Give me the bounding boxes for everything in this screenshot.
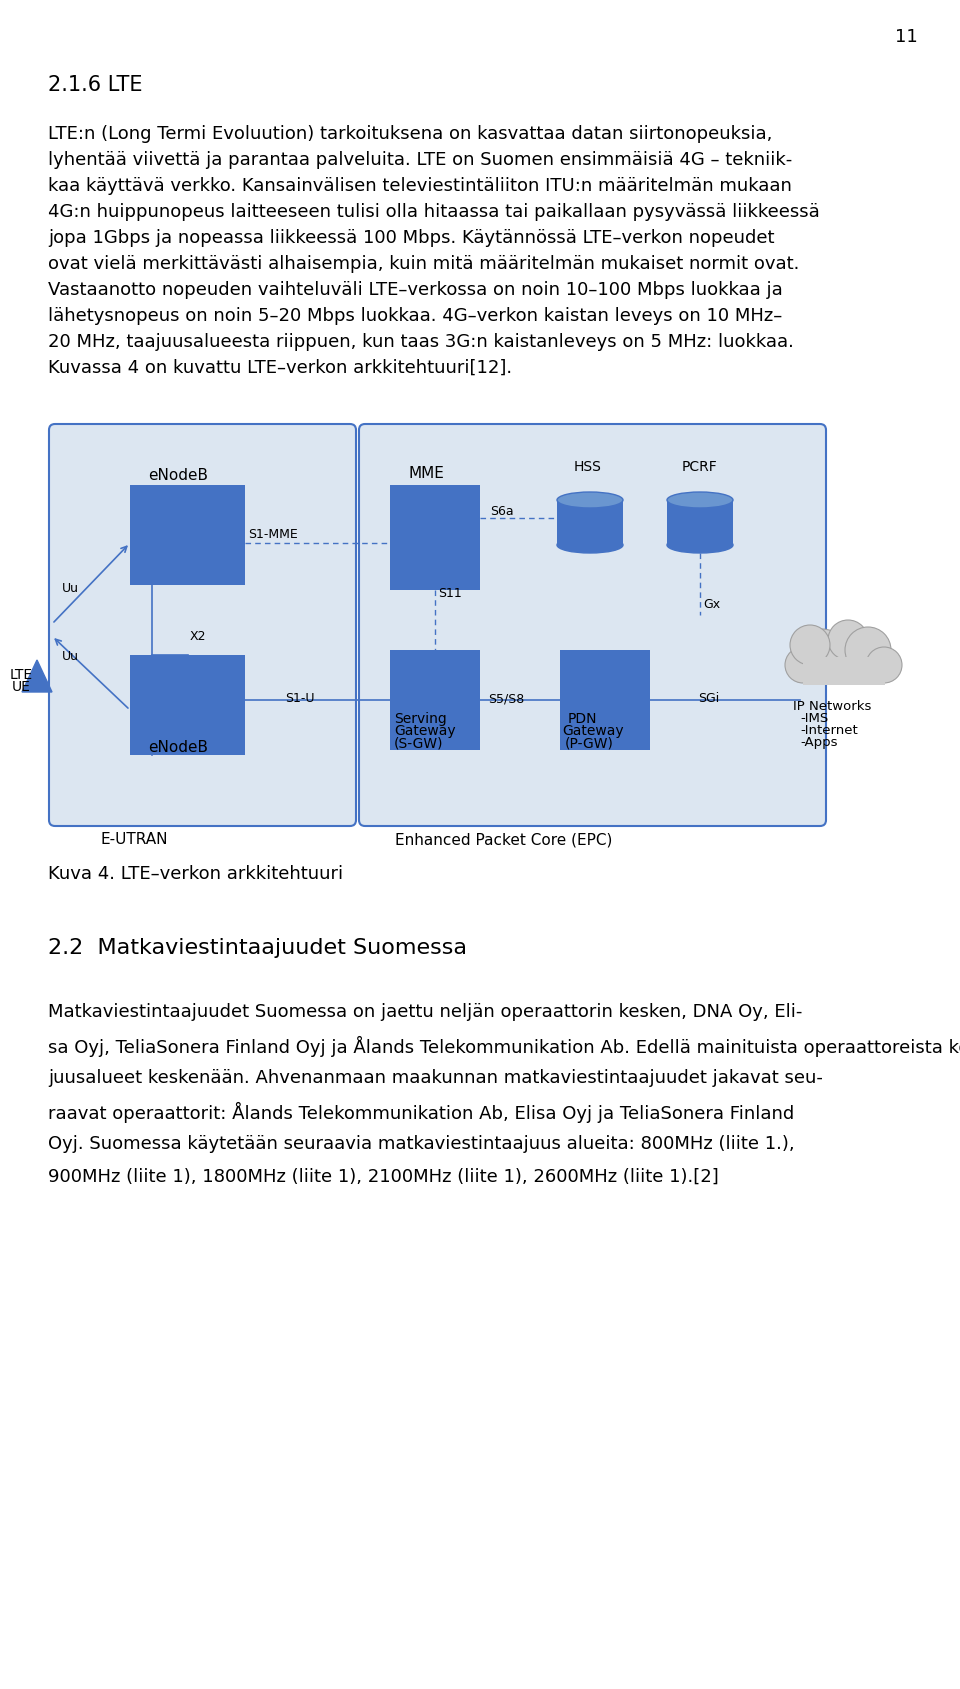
Text: Gateway: Gateway <box>562 725 624 738</box>
Text: Gx: Gx <box>703 598 720 611</box>
Text: jopa 1Gbps ja nopeassa liikkeessä 100 Mbps. Käytännössä LTE–verkon nopeudet: jopa 1Gbps ja nopeassa liikkeessä 100 Mb… <box>48 230 775 247</box>
Text: eNodeB: eNodeB <box>148 740 208 755</box>
Bar <box>803 657 885 686</box>
Text: UE: UE <box>12 681 31 694</box>
Text: raavat operaattorit: Ålands Telekommunikation Ab, Elisa Oyj ja TeliaSonera Finla: raavat operaattorit: Ålands Telekommunik… <box>48 1101 794 1123</box>
Text: -IMS: -IMS <box>800 713 828 725</box>
Text: ovat vielä merkittävästi alhaisempia, kuin mitä määritelmän mukaiset normit ovat: ovat vielä merkittävästi alhaisempia, ku… <box>48 255 800 274</box>
Text: S1-U: S1-U <box>285 692 315 704</box>
Text: Kuvassa 4 on kuvattu LTE–verkon arkkitehtuuri[12].: Kuvassa 4 on kuvattu LTE–verkon arkkiteh… <box>48 360 512 377</box>
Text: S11: S11 <box>438 588 462 600</box>
Text: SGi: SGi <box>698 692 719 704</box>
Text: Uu: Uu <box>62 583 79 595</box>
FancyBboxPatch shape <box>49 424 356 826</box>
Circle shape <box>785 647 821 682</box>
Text: X2: X2 <box>190 630 206 644</box>
Bar <box>130 485 245 584</box>
Circle shape <box>866 647 902 682</box>
Text: Enhanced Packet Core (EPC): Enhanced Packet Core (EPC) <box>395 833 612 846</box>
Text: 4G:n huippunopeus laitteeseen tulisi olla hitaassa tai paikallaan pysyvässä liik: 4G:n huippunopeus laitteeseen tulisi oll… <box>48 203 820 221</box>
Text: sa Oyj, TeliaSonera Finland Oyj ja Ålands Telekommunikation Ab. Edellä mainituis: sa Oyj, TeliaSonera Finland Oyj ja Åland… <box>48 1035 960 1057</box>
Ellipse shape <box>557 491 623 508</box>
Text: 11: 11 <box>895 29 918 46</box>
Text: Gateway: Gateway <box>394 725 456 738</box>
Bar <box>390 650 480 750</box>
Text: IP Networks: IP Networks <box>793 699 872 713</box>
Ellipse shape <box>667 537 733 552</box>
Circle shape <box>790 625 830 665</box>
Text: S6a: S6a <box>490 505 514 519</box>
Text: LTE:n (Long Termi Evoluution) tarkoituksena on kasvattaa datan siirtonopeuksia,: LTE:n (Long Termi Evoluution) tarkoituks… <box>48 125 773 144</box>
Text: (S-GW): (S-GW) <box>394 736 444 750</box>
Text: S5/S8: S5/S8 <box>488 692 524 704</box>
Text: PCRF: PCRF <box>682 459 718 475</box>
Text: S1-MME: S1-MME <box>248 529 298 540</box>
Bar <box>557 500 623 546</box>
Text: 20 MHz, taajuusalueesta riippuen, kun taas 3G:n kaistanleveys on 5 MHz: luokkaa.: 20 MHz, taajuusalueesta riippuen, kun ta… <box>48 333 794 351</box>
Text: 900MHz (liite 1), 1800MHz (liite 1), 2100MHz (liite 1), 2600MHz (liite 1).[2]: 900MHz (liite 1), 1800MHz (liite 1), 210… <box>48 1169 719 1186</box>
Circle shape <box>845 627 891 672</box>
Circle shape <box>796 628 848 681</box>
Text: Kuva 4. LTE–verkon arkkitehtuuri: Kuva 4. LTE–verkon arkkitehtuuri <box>48 865 343 883</box>
Text: Vastaanotto nopeuden vaihteluväli LTE–verkossa on noin 10–100 Mbps luokkaa ja: Vastaanotto nopeuden vaihteluväli LTE–ve… <box>48 280 782 299</box>
Text: Matkaviestintaajuudet Suomessa on jaettu neljän operaattorin kesken, DNA Oy, Eli: Matkaviestintaajuudet Suomessa on jaettu… <box>48 1003 803 1020</box>
Text: 2.2  Matkaviestintaajuudet Suomessa: 2.2 Matkaviestintaajuudet Suomessa <box>48 937 467 958</box>
Text: E-UTRAN: E-UTRAN <box>100 833 167 846</box>
Bar <box>130 655 245 755</box>
Text: MME: MME <box>408 466 444 481</box>
Text: HSS: HSS <box>574 459 602 475</box>
Text: lähetysnopeus on noin 5–20 Mbps luokkaa. 4G–verkon kaistan leveys on 10 MHz–: lähetysnopeus on noin 5–20 Mbps luokkaa.… <box>48 307 782 324</box>
Text: Uu: Uu <box>62 650 79 664</box>
Text: LTE: LTE <box>10 669 34 682</box>
Text: kaa käyttävä verkko. Kansainvälisen televiestintäliiton ITU:n määritelmän mukaan: kaa käyttävä verkko. Kansainvälisen tele… <box>48 177 792 194</box>
Ellipse shape <box>557 537 623 552</box>
Text: Serving: Serving <box>394 713 446 726</box>
Ellipse shape <box>667 491 733 508</box>
FancyBboxPatch shape <box>359 424 826 826</box>
Text: -Apps: -Apps <box>800 736 837 748</box>
Text: lyhentää viivettä ja parantaa palveluita. LTE on Suomen ensimmäisiä 4G – tekniik: lyhentää viivettä ja parantaa palveluita… <box>48 150 792 169</box>
Circle shape <box>828 620 868 660</box>
Text: 2.1.6 LTE: 2.1.6 LTE <box>48 74 142 95</box>
Text: (P-GW): (P-GW) <box>565 736 613 750</box>
Polygon shape <box>22 660 52 692</box>
Bar <box>390 485 480 589</box>
Text: PDN: PDN <box>568 713 597 726</box>
Bar <box>667 500 733 546</box>
Text: -Internet: -Internet <box>800 725 857 736</box>
Bar <box>560 650 650 750</box>
Text: juusalueet keskenään. Ahvenanmaan maakunnan matkaviestintaajuudet jakavat seu-: juusalueet keskenään. Ahvenanmaan maakun… <box>48 1069 823 1088</box>
Text: eNodeB: eNodeB <box>148 468 208 483</box>
Text: Oyj. Suomessa käytetään seuraavia matkaviestintaajuus alueita: 800MHz (liite 1.): Oyj. Suomessa käytetään seuraavia matkav… <box>48 1135 795 1154</box>
